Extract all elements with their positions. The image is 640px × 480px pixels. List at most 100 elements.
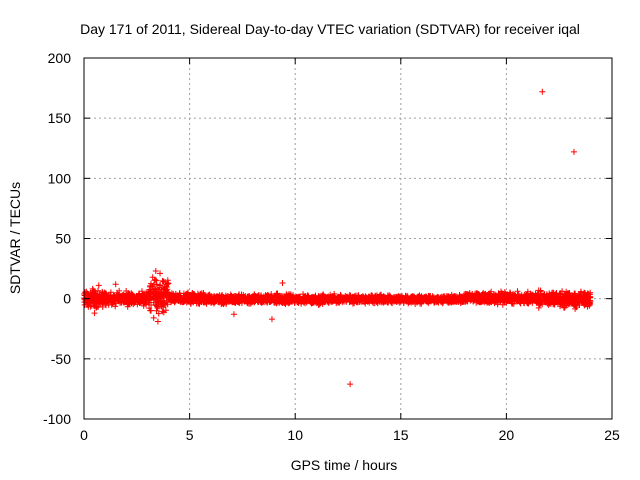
data-point: [518, 292, 525, 299]
data-point: [431, 299, 438, 306]
data-point: [89, 285, 96, 292]
data-point: [335, 299, 342, 306]
data-point: [563, 302, 570, 309]
data-point: [121, 295, 128, 302]
data-point: [148, 280, 155, 287]
data-point: [441, 293, 448, 300]
data-point: [150, 281, 157, 288]
data-point: [217, 297, 224, 304]
data-point: [156, 295, 163, 302]
data-point: [157, 282, 164, 289]
data-point: [572, 290, 579, 297]
outlier-point: [539, 88, 546, 95]
data-point: [255, 297, 262, 304]
data-point: [374, 293, 381, 300]
data-point: [153, 277, 160, 284]
data-point: [514, 297, 521, 304]
data-point: [159, 278, 166, 285]
data-point: [124, 303, 131, 310]
data-point: [262, 298, 269, 305]
data-point: [522, 294, 529, 301]
y-axis-label: SDTVAR / TECUs: [7, 182, 23, 294]
data-point: [248, 296, 255, 303]
data-point: [395, 293, 402, 300]
data-point: [115, 292, 122, 299]
data-point: [577, 288, 584, 295]
outlier-point: [152, 267, 159, 274]
data-point: [160, 286, 167, 293]
data-point: [461, 296, 468, 303]
data-point: [123, 287, 130, 294]
data-point: [140, 300, 147, 307]
plot-frame: [83, 57, 613, 420]
data-point: [299, 296, 306, 303]
data-point: [271, 294, 278, 301]
x-axis-label: GPS time / hours: [291, 457, 398, 473]
data-point: [485, 290, 492, 297]
data-point: [152, 276, 159, 283]
data-point: [148, 294, 155, 301]
data-point: [546, 294, 553, 301]
x-tick-label: 15: [393, 427, 409, 443]
data-point: [96, 295, 103, 302]
data-point: [153, 285, 160, 292]
data-point: [136, 298, 143, 305]
outlier-point: [91, 310, 98, 317]
data-point: [162, 307, 169, 314]
data-point: [541, 292, 548, 299]
y-tick-label: -50: [51, 351, 71, 367]
data-point: [499, 301, 506, 308]
data-point: [495, 293, 502, 300]
data-point: [566, 295, 573, 302]
outlier-point: [268, 316, 275, 323]
data-point: [274, 295, 281, 302]
data-point: [131, 295, 138, 302]
data-point: [409, 295, 416, 302]
data-point: [242, 298, 249, 305]
y-tick-label: 50: [55, 231, 71, 247]
data-point: [232, 296, 239, 303]
outlier-point: [279, 280, 286, 287]
data-point: [526, 296, 533, 303]
data-point: [286, 291, 293, 298]
y-tick-label: 0: [63, 291, 71, 307]
x-tick-label: 10: [287, 427, 303, 443]
data-point: [238, 300, 245, 307]
outlier-point: [95, 282, 102, 289]
data-point: [366, 293, 373, 300]
data-point: [463, 296, 470, 303]
data-point: [445, 299, 452, 306]
data-point: [415, 294, 422, 301]
data-point: [164, 301, 171, 308]
x-tick-label: 25: [604, 427, 620, 443]
data-point: [188, 298, 195, 305]
x-tick-label: 0: [80, 427, 88, 443]
data-point: [85, 303, 92, 310]
y-tick-label: 200: [48, 50, 72, 66]
data-point: [81, 296, 88, 303]
data-point: [129, 291, 136, 298]
data-point: [251, 299, 258, 306]
data-point: [202, 293, 209, 300]
data-point: [435, 297, 442, 304]
data-point: [93, 304, 100, 311]
data-point: [586, 299, 593, 306]
data-point: [303, 298, 310, 305]
data-point: [419, 296, 426, 303]
data-point: [341, 294, 348, 301]
data-point: [530, 294, 537, 301]
data-point: [471, 296, 478, 303]
grid-lines: [84, 58, 612, 419]
data-point: [572, 305, 579, 312]
outlier-point: [347, 381, 354, 388]
x-tick-label: 5: [186, 427, 194, 443]
data-point: [91, 297, 98, 304]
data-point: [587, 293, 594, 300]
data-point: [343, 298, 350, 305]
data-point: [517, 300, 524, 307]
data-point: [153, 292, 160, 299]
data-point: [157, 295, 164, 302]
data-point: [95, 287, 102, 294]
data-point: [503, 294, 510, 301]
outlier-point: [230, 311, 237, 318]
